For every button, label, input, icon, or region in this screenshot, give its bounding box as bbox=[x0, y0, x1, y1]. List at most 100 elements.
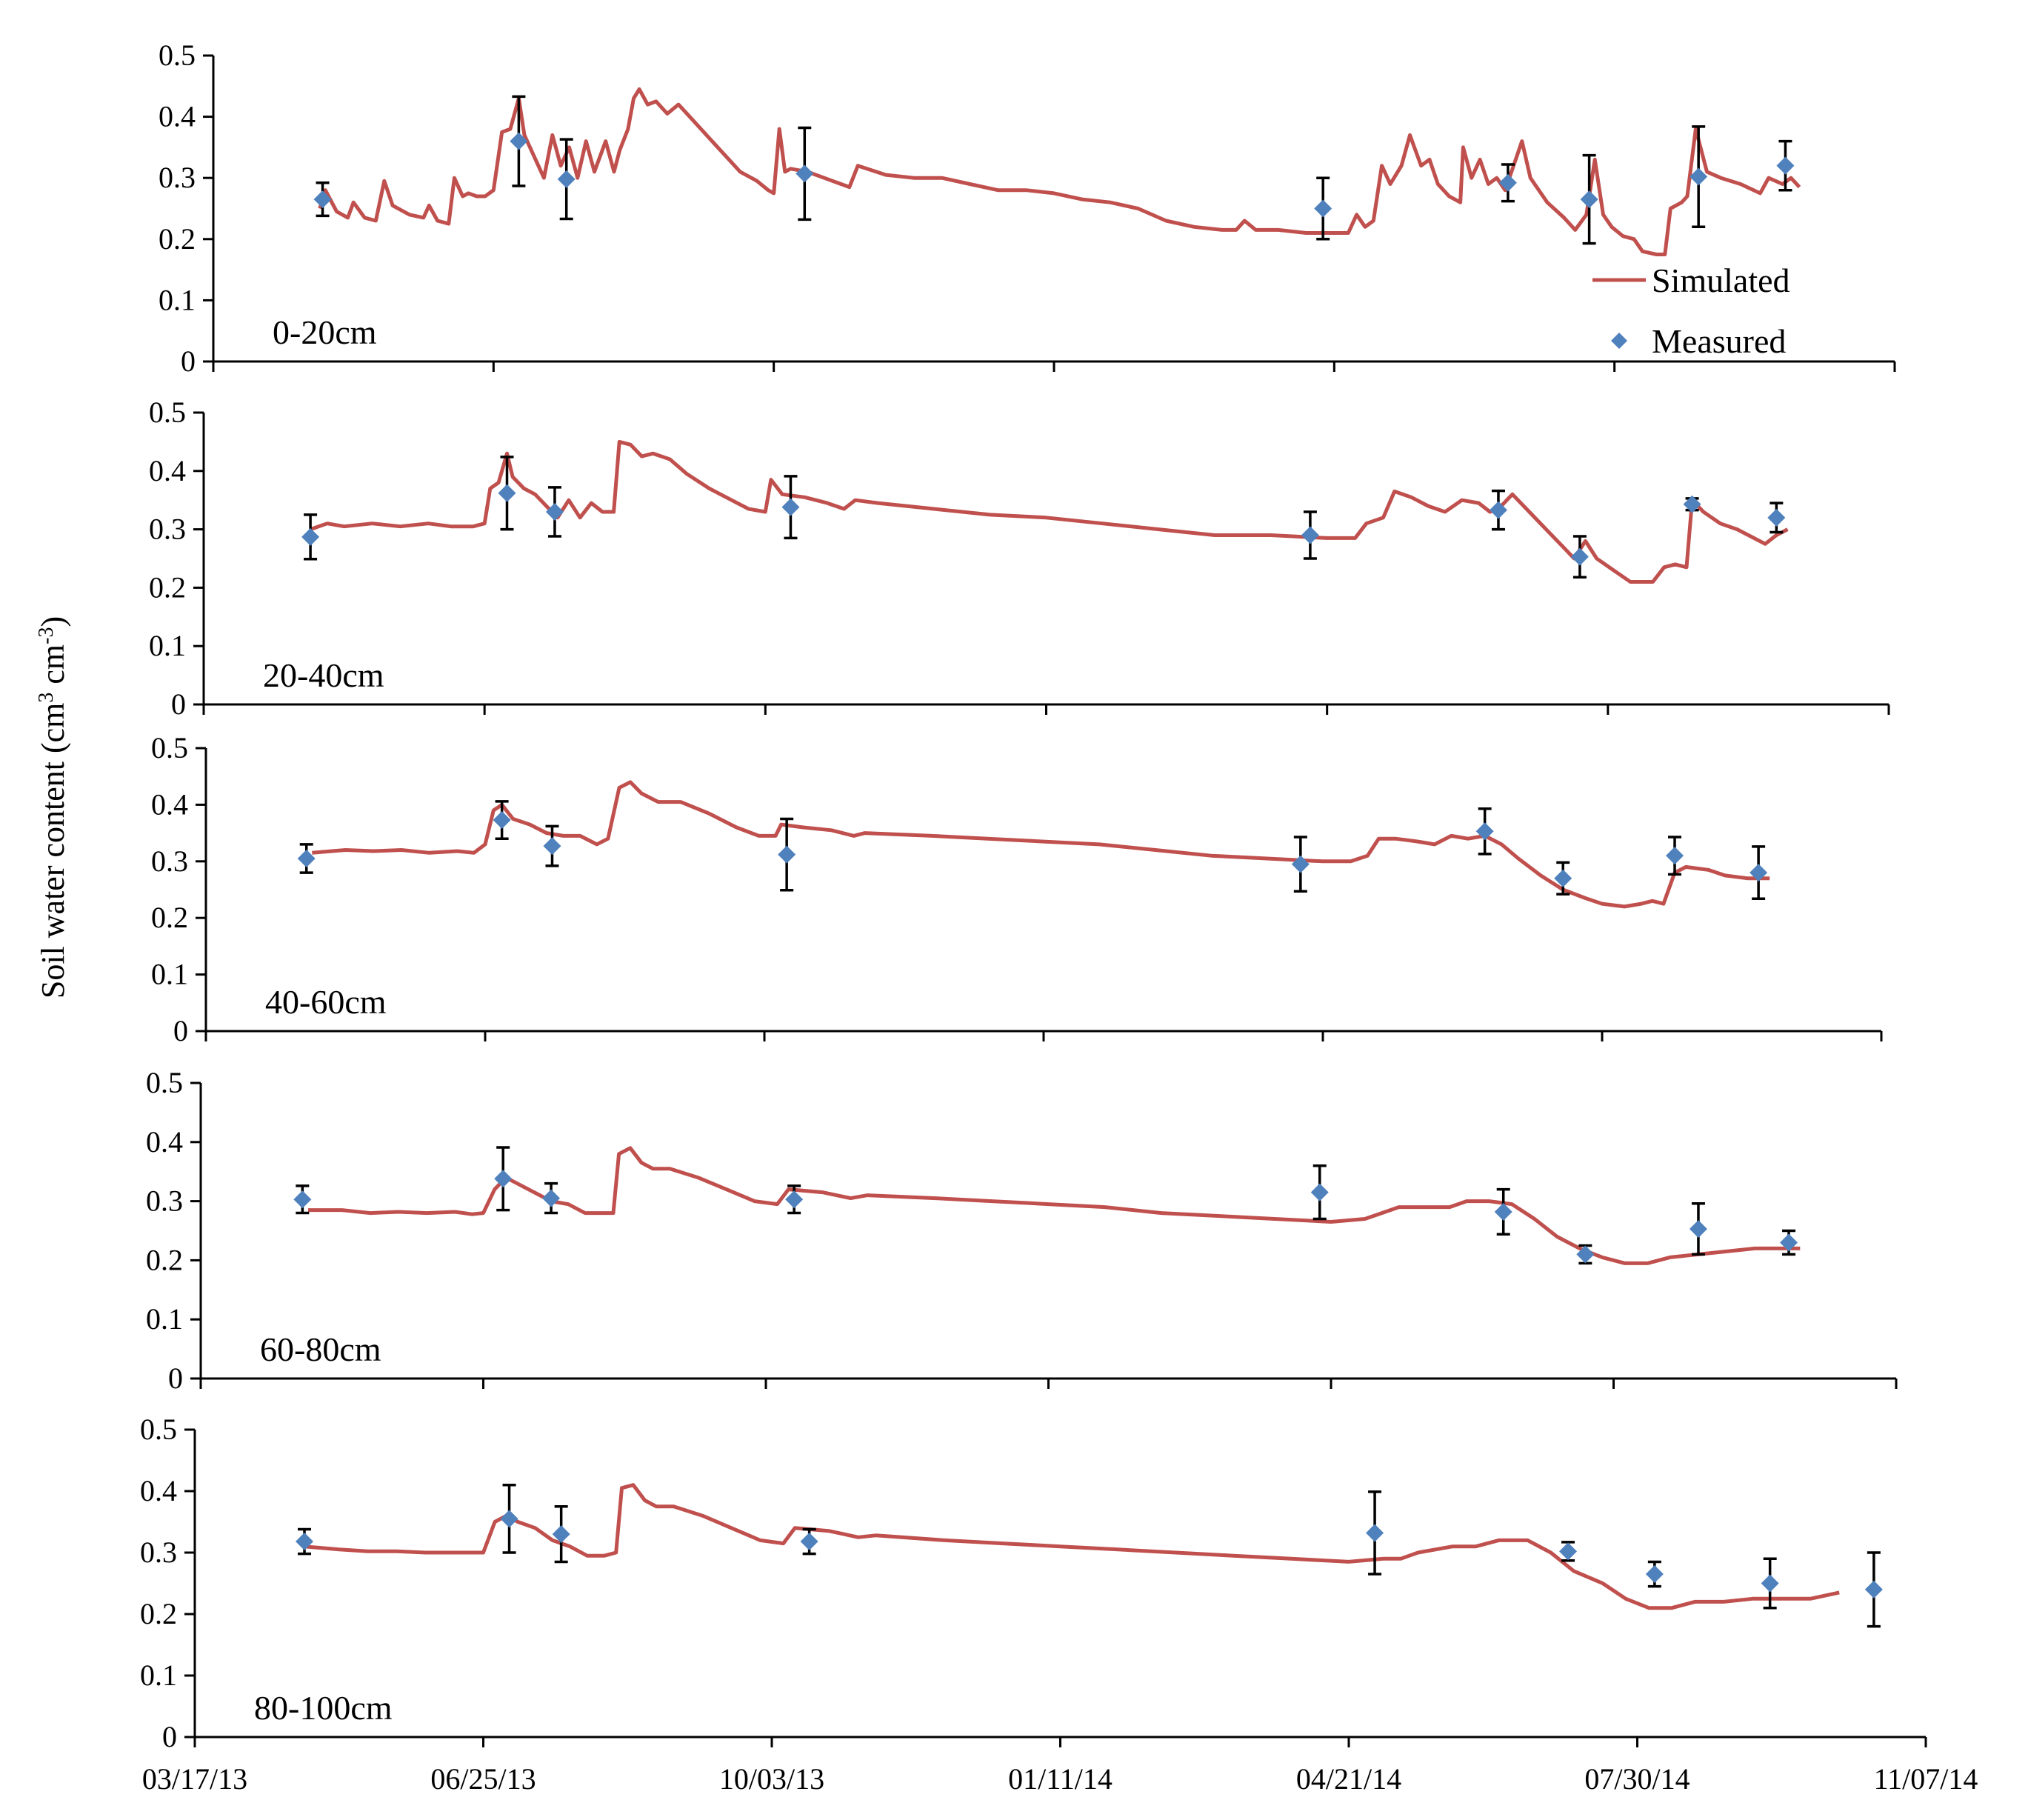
y-tick-label: 0.1 bbox=[159, 283, 196, 316]
y-tick-label: 0.2 bbox=[140, 1597, 177, 1630]
y-tick-label: 0.4 bbox=[146, 1125, 183, 1159]
y-tick-label: 0.4 bbox=[151, 787, 188, 821]
legend: Simulated Measured bbox=[1592, 261, 1790, 360]
y-tick-label: 0.2 bbox=[159, 222, 196, 256]
measured-point bbox=[542, 1189, 561, 1207]
x-tick-label: 11/07/14 bbox=[1874, 1762, 1978, 1796]
measured-point bbox=[1570, 547, 1589, 566]
y-tick-label: 0.2 bbox=[151, 901, 188, 934]
measured-point bbox=[557, 170, 576, 188]
panel-0-20cm: 0 0.1 0.2 0.3 0.4 0.5 0-20cm bbox=[159, 39, 1896, 378]
panel-20-40cm: 0 0.1 0.2 0.3 0.4 0.5 20-40cm bbox=[149, 396, 1890, 721]
simulated-series-line bbox=[304, 1483, 1840, 1610]
measured-point bbox=[313, 190, 332, 209]
depth-label: 40-60cm bbox=[265, 983, 387, 1021]
measured-point bbox=[1489, 501, 1507, 519]
y-tick-label: 0.3 bbox=[151, 844, 188, 878]
measured-point bbox=[297, 849, 316, 867]
measured-point bbox=[1554, 869, 1572, 887]
measured-point bbox=[1576, 1245, 1595, 1264]
measured-point bbox=[494, 1170, 513, 1188]
measured-point bbox=[1498, 173, 1517, 192]
depth-label: 60-80cm bbox=[260, 1330, 381, 1368]
y-tick-label: 0 bbox=[162, 1720, 177, 1753]
y-tick-label: 0 bbox=[171, 687, 186, 721]
measured-point bbox=[1559, 1542, 1578, 1561]
y-tick-label: 0.4 bbox=[149, 454, 186, 487]
measured-point bbox=[800, 1533, 818, 1551]
measured-point bbox=[1580, 190, 1598, 209]
x-tick-label: 04/21/14 bbox=[1296, 1762, 1401, 1796]
y-tick-label: 0.1 bbox=[149, 629, 186, 662]
measured-point bbox=[293, 1190, 312, 1209]
measured-point bbox=[781, 498, 800, 516]
panel-80-100cm: 0 0.1 0.2 0.3 0.4 0.5 03/17/13 06/25/13 10/03/13… bbox=[140, 1413, 1978, 1796]
panel-40-60cm: 0 0.1 0.2 0.3 0.4 0.5 40-60cm bbox=[151, 731, 1883, 1047]
y-tick-label: 0.2 bbox=[146, 1243, 183, 1276]
simulated-series-line bbox=[308, 1146, 1801, 1265]
measured-point bbox=[543, 837, 561, 856]
measured-point bbox=[795, 164, 814, 183]
measured-point bbox=[1310, 1183, 1329, 1201]
y-tick-label: 0.1 bbox=[151, 958, 188, 991]
legend-simulated-label: Simulated bbox=[1652, 261, 1790, 299]
legend-measured-swatch bbox=[1611, 333, 1627, 349]
depth-label: 0-20cm bbox=[273, 313, 377, 351]
x-tick-label: 10/03/13 bbox=[719, 1762, 824, 1796]
measured-point bbox=[1690, 167, 1708, 186]
y-tick-label: 0.1 bbox=[140, 1659, 177, 1692]
measured-point bbox=[1494, 1202, 1512, 1221]
x-tick-label: 01/11/14 bbox=[1008, 1762, 1113, 1796]
measured-point bbox=[1776, 156, 1795, 175]
measured-point bbox=[498, 484, 516, 502]
y-tick-label: 0.5 bbox=[159, 39, 196, 72]
measured-point bbox=[1291, 855, 1310, 873]
measured-point bbox=[1645, 1565, 1664, 1584]
measured-point bbox=[1666, 847, 1684, 865]
y-tick-label: 0 bbox=[181, 344, 196, 378]
y-tick-label: 0 bbox=[168, 1361, 183, 1395]
y-axis-title-text: Soil water content (cm3 cm-3) bbox=[35, 616, 72, 999]
measured-point bbox=[1767, 508, 1786, 527]
y-tick-label: 0.5 bbox=[151, 731, 188, 764]
measured-point bbox=[1761, 1574, 1779, 1593]
legend-measured-label: Measured bbox=[1652, 322, 1786, 360]
measured-point bbox=[1780, 1233, 1798, 1252]
y-axis-title: Soil water content (cm3 cm-3) bbox=[35, 616, 72, 999]
measured-point bbox=[493, 811, 511, 830]
measured-point bbox=[1864, 1580, 1883, 1599]
x-tick-label: 06/25/13 bbox=[430, 1762, 536, 1796]
y-tick-label: 0.3 bbox=[146, 1184, 183, 1218]
measured-point bbox=[296, 1533, 314, 1551]
y-tick-label: 0.4 bbox=[159, 100, 196, 133]
y-tick-label: 0.5 bbox=[146, 1066, 183, 1099]
measured-point bbox=[1314, 199, 1332, 218]
x-tick-label: 07/30/14 bbox=[1584, 1762, 1690, 1796]
y-tick-label: 0.5 bbox=[149, 396, 186, 429]
measured-point bbox=[1475, 822, 1494, 841]
simulated-series-line bbox=[318, 87, 1801, 256]
y-tick-label: 0.5 bbox=[140, 1413, 177, 1446]
y-tick-label: 0.4 bbox=[140, 1474, 177, 1507]
panel-60-80cm: 0 0.1 0.2 0.3 0.4 0.5 60-80cm bbox=[146, 1066, 1898, 1395]
simulated-series-line bbox=[312, 780, 1770, 909]
measured-point bbox=[552, 1525, 570, 1544]
x-tick-label: 03/17/13 bbox=[142, 1762, 247, 1796]
y-tick-label: 0.3 bbox=[149, 513, 186, 546]
y-tick-label: 0.1 bbox=[146, 1302, 183, 1336]
measured-point bbox=[1683, 495, 1701, 513]
simulated-series-line bbox=[310, 439, 1789, 584]
measured-point bbox=[785, 1190, 804, 1209]
measured-point bbox=[545, 502, 564, 521]
measured-point bbox=[1366, 1524, 1384, 1542]
y-tick-label: 0.3 bbox=[140, 1536, 177, 1569]
panels-group: 0 0.1 0.2 0.3 0.4 0.5 0-20cm 0 0.1 0.2 0.3 0.4 0.5 20… bbox=[140, 39, 1978, 1796]
measured-point bbox=[301, 527, 320, 546]
y-tick-label: 0 bbox=[173, 1014, 188, 1047]
measured-point bbox=[1750, 864, 1768, 882]
measured-point bbox=[1301, 526, 1319, 544]
y-tick-label: 0.2 bbox=[149, 570, 186, 604]
measured-point bbox=[510, 132, 528, 150]
measured-point bbox=[778, 845, 796, 864]
